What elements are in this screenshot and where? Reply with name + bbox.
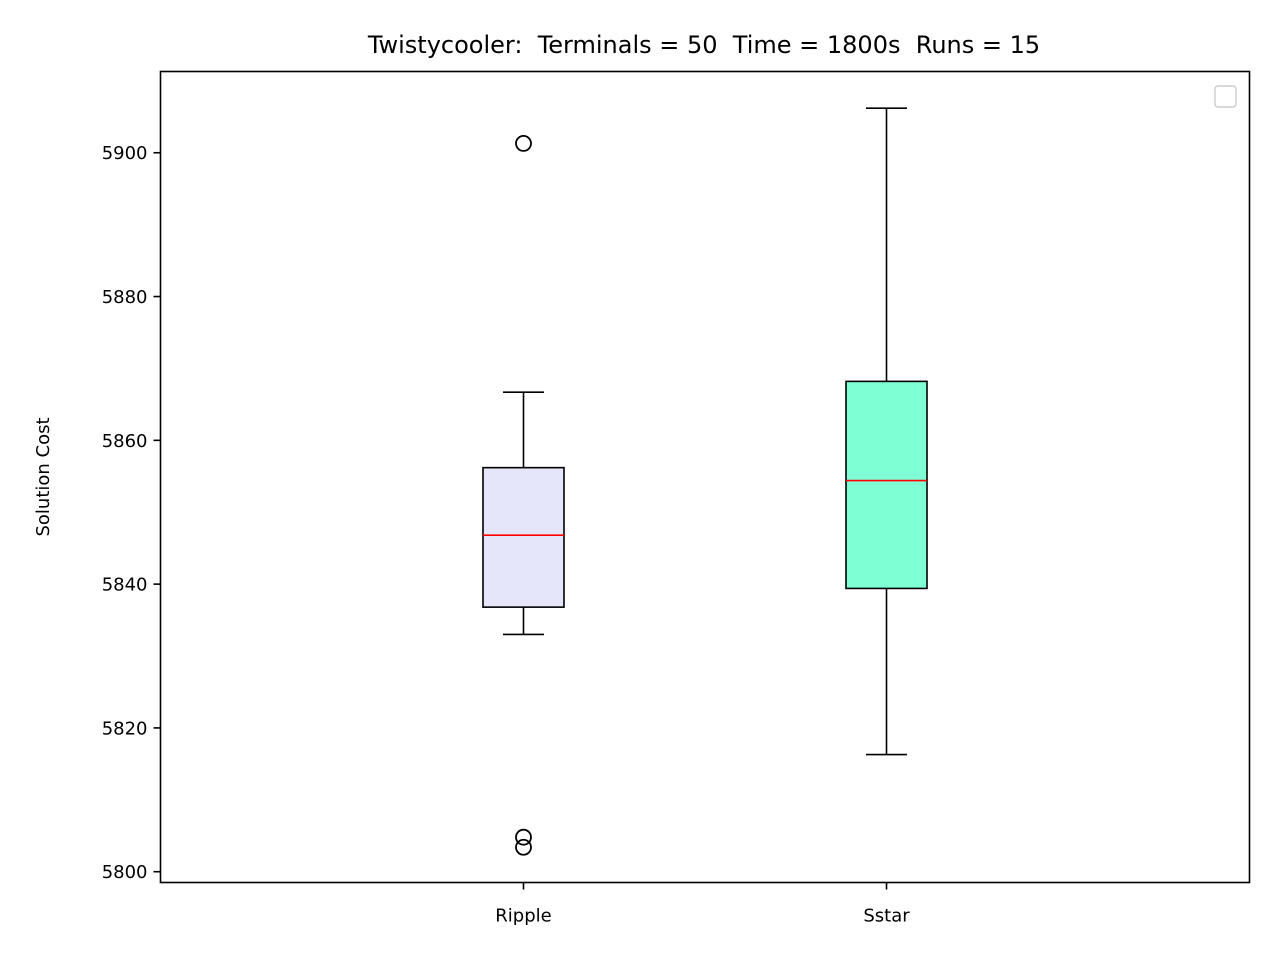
outlier-point — [515, 134, 532, 152]
outlier-point — [515, 828, 532, 846]
y-tick-label: 5900 — [102, 143, 148, 164]
y-tick-label: 5820 — [102, 718, 148, 739]
legend-box — [1214, 85, 1237, 108]
x-tick-label: Sstar — [863, 906, 910, 927]
y-tick-label: 5880 — [102, 287, 148, 308]
y-axis-label: Solution Cost — [33, 417, 54, 536]
outlier-point — [515, 838, 532, 856]
y-tick-label: 5800 — [102, 862, 148, 883]
box-sstar — [845, 380, 928, 590]
x-tick-label: Ripple — [495, 906, 551, 927]
y-tick-label: 5860 — [102, 431, 148, 452]
chart-title: Twistycooler: Terminals = 50 Time = 1800… — [367, 31, 1040, 59]
y-tick-label: 5840 — [102, 575, 148, 596]
box-ripple — [482, 466, 565, 608]
plot-area: 5800 5820 5840 5860 5880 5900 Ripple Sstar — [102, 107, 928, 927]
plot-frame — [159, 70, 1251, 884]
